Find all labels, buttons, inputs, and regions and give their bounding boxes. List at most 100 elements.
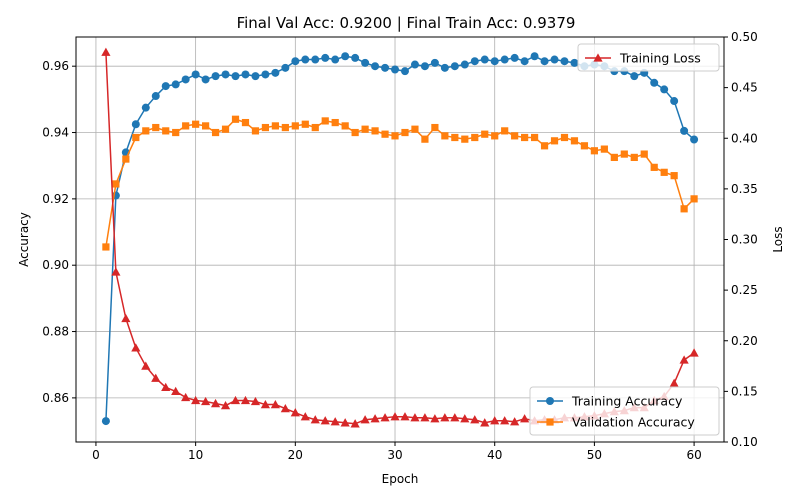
data-point-training-loss xyxy=(131,343,141,352)
data-point-validation-accuracy xyxy=(271,122,279,130)
data-point-training-loss xyxy=(201,396,211,406)
data-point-training-accuracy xyxy=(410,60,419,69)
data-point-training-loss xyxy=(141,361,151,370)
data-point-training-accuracy xyxy=(261,70,270,79)
data-point-validation-accuracy xyxy=(610,153,618,162)
data-point-validation-accuracy xyxy=(192,120,200,128)
legend-swatch-marker xyxy=(546,418,554,426)
data-point-training-accuracy xyxy=(171,80,180,89)
data-point-validation-accuracy xyxy=(550,137,559,145)
data-point-validation-accuracy xyxy=(411,125,419,133)
data-point-training-accuracy xyxy=(430,58,439,67)
y-tick-label: 0.90 xyxy=(42,258,69,272)
data-point-validation-accuracy xyxy=(600,145,608,153)
data-point-training-accuracy xyxy=(670,97,679,106)
data-point-training-loss xyxy=(360,415,370,424)
legend-swatch-marker xyxy=(546,397,554,405)
y2-tick-label: 0.50 xyxy=(731,30,758,44)
data-point-training-loss xyxy=(460,414,470,423)
data-point-training-loss xyxy=(300,412,310,421)
data-point-training-loss xyxy=(171,386,181,396)
y-tick-label: 0.86 xyxy=(42,391,69,405)
data-point-training-accuracy xyxy=(400,67,409,76)
data-point-training-accuracy xyxy=(520,57,529,66)
x-tick-label: 0 xyxy=(92,448,100,462)
data-point-training-accuracy xyxy=(480,55,489,64)
data-point-training-accuracy xyxy=(311,55,320,64)
data-point-validation-accuracy xyxy=(281,123,289,132)
data-point-validation-accuracy xyxy=(570,137,579,145)
data-point-validation-accuracy xyxy=(690,195,698,203)
data-point-training-loss xyxy=(490,416,500,425)
data-point-training-loss xyxy=(420,413,430,422)
data-point-training-loss xyxy=(380,413,390,422)
data-point-training-accuracy xyxy=(500,55,509,64)
data-point-training-accuracy xyxy=(151,92,160,101)
data-point-validation-accuracy xyxy=(540,142,549,150)
data-point-training-accuracy xyxy=(341,52,350,61)
y-tick-label: 0.94 xyxy=(42,126,69,140)
x-axis-label: Epoch xyxy=(382,472,419,486)
data-point-training-accuracy xyxy=(211,72,220,81)
data-point-training-loss xyxy=(250,396,261,406)
data-point-validation-accuracy xyxy=(162,127,170,135)
data-point-validation-accuracy xyxy=(331,118,339,127)
chart-title: Final Val Acc: 0.9200 | Final Train Acc:… xyxy=(237,14,576,32)
y2-tick-label: 0.10 xyxy=(731,435,758,449)
data-point-training-accuracy xyxy=(381,63,390,72)
series-validation-accuracy xyxy=(102,115,698,251)
series-training-accuracy xyxy=(101,52,699,426)
x-tick-label: 30 xyxy=(387,448,402,462)
data-point-validation-accuracy xyxy=(401,128,409,137)
y-axis-label-loss: Loss xyxy=(771,226,785,252)
data-point-training-loss xyxy=(111,267,121,276)
y-tick-label: 0.96 xyxy=(42,59,69,73)
data-point-training-loss xyxy=(350,419,360,428)
data-point-training-loss xyxy=(151,373,161,382)
data-point-validation-accuracy xyxy=(521,133,529,142)
data-point-validation-accuracy xyxy=(142,127,150,135)
data-point-validation-accuracy xyxy=(471,133,479,142)
data-point-training-accuracy xyxy=(201,75,210,84)
legend-accuracy: Training Accuracy Validation Accuracy xyxy=(529,386,720,436)
series-training-loss xyxy=(101,47,699,428)
data-point-training-accuracy xyxy=(301,55,310,64)
data-point-training-accuracy xyxy=(630,72,639,81)
x-tick-label: 40 xyxy=(487,448,502,462)
data-point-training-loss xyxy=(260,399,271,409)
data-point-validation-accuracy xyxy=(660,168,668,176)
data-point-validation-accuracy xyxy=(491,132,499,140)
data-point-training-accuracy xyxy=(351,53,360,62)
data-point-training-accuracy xyxy=(181,75,190,84)
data-point-validation-accuracy xyxy=(501,127,509,135)
data-point-validation-accuracy xyxy=(530,133,539,142)
data-point-training-loss xyxy=(320,416,330,425)
data-point-validation-accuracy xyxy=(580,142,589,150)
data-point-validation-accuracy xyxy=(620,150,628,158)
data-point-training-loss xyxy=(470,415,480,424)
data-point-training-accuracy xyxy=(281,63,290,72)
y2-tick-label: 0.20 xyxy=(731,334,758,348)
data-point-validation-accuracy xyxy=(182,122,190,130)
data-point-training-accuracy xyxy=(660,85,669,94)
legend-label-validation-accuracy: Validation Accuracy xyxy=(572,415,695,430)
data-point-training-accuracy xyxy=(271,68,280,77)
data-point-validation-accuracy xyxy=(431,123,439,132)
data-point-training-loss xyxy=(330,417,340,426)
data-point-validation-accuracy xyxy=(231,115,240,123)
data-point-training-accuracy xyxy=(291,57,300,66)
data-point-validation-accuracy xyxy=(202,122,210,130)
data-point-validation-accuracy xyxy=(211,128,220,137)
data-point-training-loss xyxy=(510,417,520,426)
data-point-validation-accuracy xyxy=(670,172,678,180)
data-point-validation-accuracy xyxy=(321,117,329,125)
data-point-training-accuracy xyxy=(530,52,539,61)
data-point-training-accuracy xyxy=(251,72,260,81)
data-point-validation-accuracy xyxy=(152,123,160,132)
data-point-validation-accuracy xyxy=(172,128,180,137)
data-point-validation-accuracy xyxy=(132,133,140,142)
data-point-validation-accuracy xyxy=(351,128,359,137)
data-point-training-accuracy xyxy=(321,53,330,62)
data-point-validation-accuracy xyxy=(341,122,349,130)
data-point-training-accuracy xyxy=(361,58,370,67)
